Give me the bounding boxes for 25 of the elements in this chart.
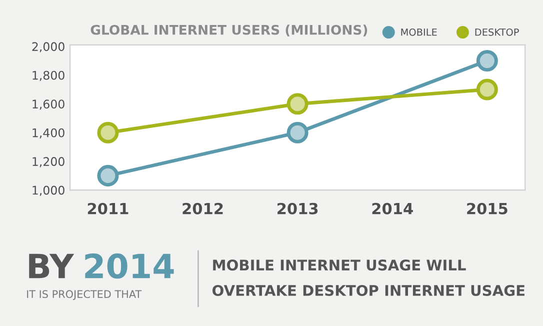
text: MOBILE INTERNET USAGE WILL: [213, 260, 466, 271]
y-tick-label: 1,800: [32, 70, 64, 82]
y-tick-label: 2,000: [32, 42, 64, 52]
chart-title: GLOBAL INTERNET USERS (MILLIONS): [90, 24, 368, 36]
y-tick-label: 1,200: [32, 157, 64, 168]
x-tick-label: 2013: [278, 202, 318, 214]
y-tick-label: 1,600: [32, 100, 64, 110]
x-tick-label: 2014: [372, 202, 413, 214]
point: [476, 78, 498, 100]
x-tick-label: 2015: [467, 202, 508, 214]
point: [286, 122, 308, 144]
text: BY: [29, 254, 74, 278]
y-tick-label: 1,000: [32, 186, 64, 196]
point: [286, 93, 308, 115]
y-tick-label: 1,400: [32, 128, 64, 138]
point: [97, 122, 119, 144]
x-tick-label: 2012: [182, 202, 223, 214]
point: [476, 50, 498, 72]
legend-label: DESKTOP: [475, 28, 519, 36]
text: IT IS PROJECTED THAT: [27, 290, 142, 300]
legend-label: MOBILE: [401, 28, 437, 36]
x-tick-label: 2011: [88, 202, 128, 214]
point: [97, 164, 119, 186]
text: 2014: [85, 253, 174, 279]
text: OVERTAKE DESKTOP INTERNET USAGE: [212, 284, 524, 296]
